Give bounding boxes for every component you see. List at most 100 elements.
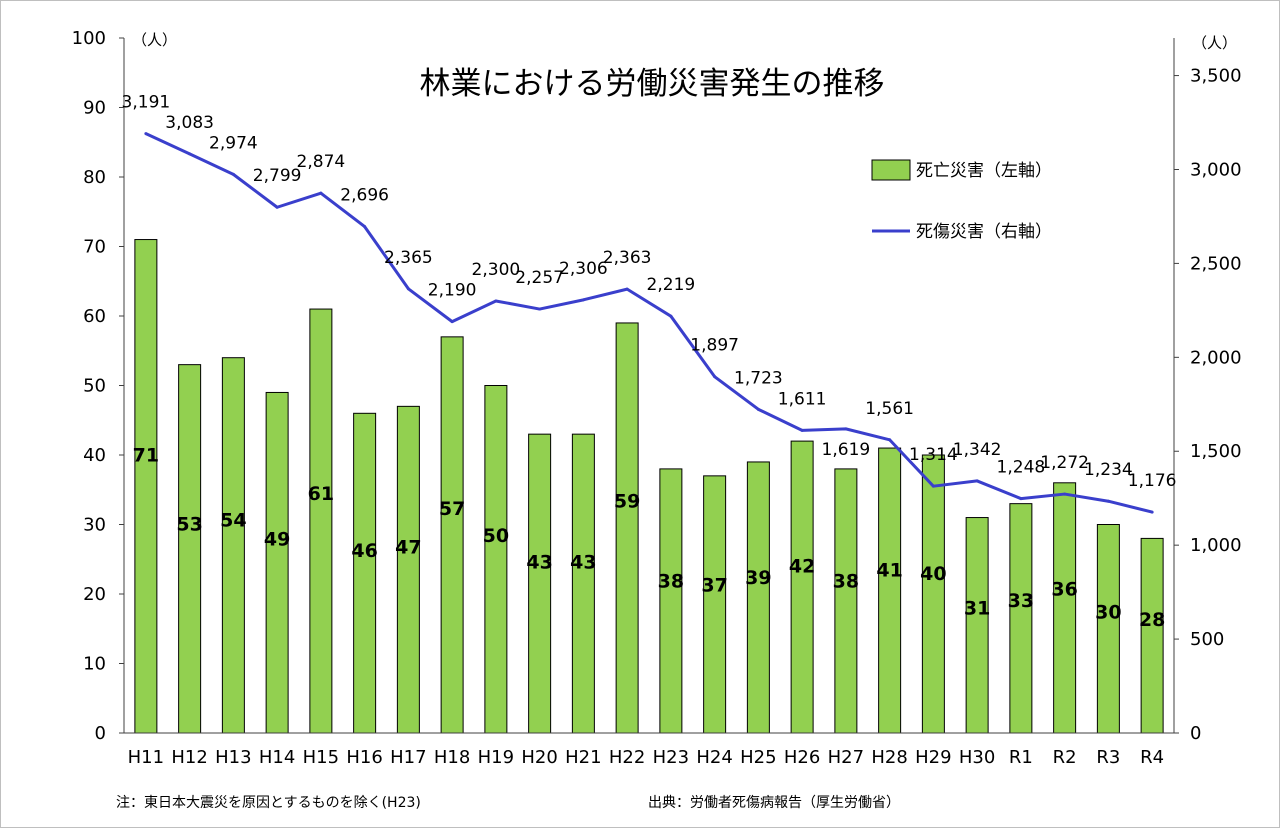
right-axis-unit: （人） [1192, 34, 1237, 52]
bar-value-label: 54 [220, 510, 246, 532]
line-value-label: 2,219 [647, 275, 696, 295]
injury-line [145, 132, 1153, 514]
x-tick-label: H25 [740, 747, 776, 768]
line-value-label: 1,248 [997, 458, 1046, 478]
line-value-label: 1,314 [909, 445, 958, 465]
x-tick-label: H29 [915, 747, 951, 768]
right-tick-label: 2,500 [1190, 253, 1242, 274]
left-axis-unit: （人） [132, 31, 177, 49]
right-tick-label: 2,000 [1190, 347, 1242, 368]
bar-value-label: 38 [833, 571, 859, 593]
line-point-H15 [319, 191, 323, 195]
line-value-label: 2,306 [559, 259, 608, 279]
line-value-label: 1,561 [865, 399, 914, 419]
bar-value-label: 36 [1051, 578, 1077, 600]
bar-value-label: 41 [876, 559, 902, 581]
line-point-H16 [363, 225, 367, 229]
line-point-R1 [1019, 497, 1023, 501]
bar-H23 [659, 468, 683, 734]
bar-R1 [1009, 503, 1033, 734]
x-tick-label: H12 [171, 747, 207, 768]
bar-H12 [178, 364, 202, 734]
left-tick-label: 20 [83, 584, 106, 605]
line-point-H23 [669, 314, 673, 318]
right-tick-label: 3,000 [1190, 159, 1242, 180]
bar-value-label: 61 [308, 483, 334, 505]
x-tick-label: H21 [565, 747, 601, 768]
line-point-H25 [756, 407, 760, 411]
bar-value-label: 71 [133, 445, 159, 467]
right-tick-label: 0 [1190, 723, 1201, 744]
left-tick-label: 80 [83, 167, 106, 188]
x-tick-label: H11 [128, 747, 164, 768]
line-value-label: 1,272 [1040, 453, 1089, 473]
line-value-label: 2,974 [209, 133, 258, 153]
x-tick-label: R4 [1140, 747, 1164, 768]
bar-H18 [440, 336, 464, 734]
bar-H11 [134, 239, 158, 734]
line-point-R3 [1106, 499, 1110, 503]
line-point-H29 [931, 484, 935, 488]
line-point-H20 [538, 307, 542, 311]
bar-value-label: 53 [176, 513, 202, 535]
right-tick-label: 500 [1190, 629, 1224, 650]
x-tick-label: H15 [303, 747, 339, 768]
bar-H24 [703, 475, 727, 734]
bar-H26 [790, 440, 814, 734]
line-value-label: 2,300 [472, 260, 521, 280]
bar-R2 [1053, 482, 1077, 734]
x-tick-label: R3 [1096, 747, 1120, 768]
x-tick-label: H18 [434, 747, 470, 768]
left-tick-label: 90 [83, 98, 106, 119]
bar-R3 [1096, 524, 1120, 734]
x-tick-label: H16 [346, 747, 382, 768]
bar-H27 [834, 468, 858, 734]
line-point-H30 [975, 479, 979, 483]
line-point-H21 [581, 298, 585, 302]
line-point-H24 [713, 375, 717, 379]
line-value-label: 3,083 [165, 113, 214, 133]
bar-R4 [1140, 537, 1164, 734]
x-tick-label: H19 [478, 747, 514, 768]
right-tick-label: 1,000 [1190, 535, 1242, 556]
bar-H20 [528, 433, 552, 734]
line-point-H22 [625, 287, 629, 291]
line-series [144, 132, 1154, 514]
bar-H30 [965, 517, 989, 734]
x-tick-label: H14 [259, 747, 295, 768]
line-point-H26 [800, 428, 804, 432]
right-tick-label: 3,500 [1190, 66, 1242, 87]
x-tick-label: H17 [390, 747, 426, 768]
line-value-label: 1,611 [778, 389, 827, 409]
bar-value-label: 46 [351, 540, 377, 562]
left-tick-label: 60 [83, 306, 106, 327]
x-tick-label: R1 [1009, 747, 1033, 768]
x-tick-label: H27 [828, 747, 864, 768]
line-value-label: 2,365 [384, 248, 433, 268]
line-point-R4 [1150, 510, 1154, 514]
bar-H25 [746, 461, 770, 734]
bar-value-label: 49 [264, 529, 290, 551]
bar-value-label: 43 [526, 552, 552, 574]
left-tick-label: 100 [72, 28, 106, 49]
bar-H15 [309, 308, 333, 734]
line-value-label: 1,176 [1128, 471, 1177, 491]
bar-H28 [878, 447, 902, 734]
x-tick-label: H20 [521, 747, 557, 768]
legend: 死亡災害（左軸） 死傷災害（右軸） [871, 159, 1052, 242]
line-point-R2 [1063, 492, 1067, 496]
left-tick-label: 0 [95, 723, 106, 744]
bar-value-label: 43 [570, 552, 596, 574]
legend-line-label: 死傷災害（右軸） [916, 222, 1052, 242]
bar-H29 [921, 454, 945, 734]
x-tick-label: H23 [653, 747, 689, 768]
line-value-label: 2,874 [297, 152, 346, 172]
source-note: 出典：労働者死傷病報告（厚生労働省） [648, 795, 900, 811]
bar-H13 [221, 357, 245, 734]
bar-H19 [484, 385, 508, 734]
line-value-label: 2,363 [603, 248, 652, 268]
bar-value-label: 47 [395, 536, 421, 558]
x-tick-label: H28 [871, 747, 907, 768]
